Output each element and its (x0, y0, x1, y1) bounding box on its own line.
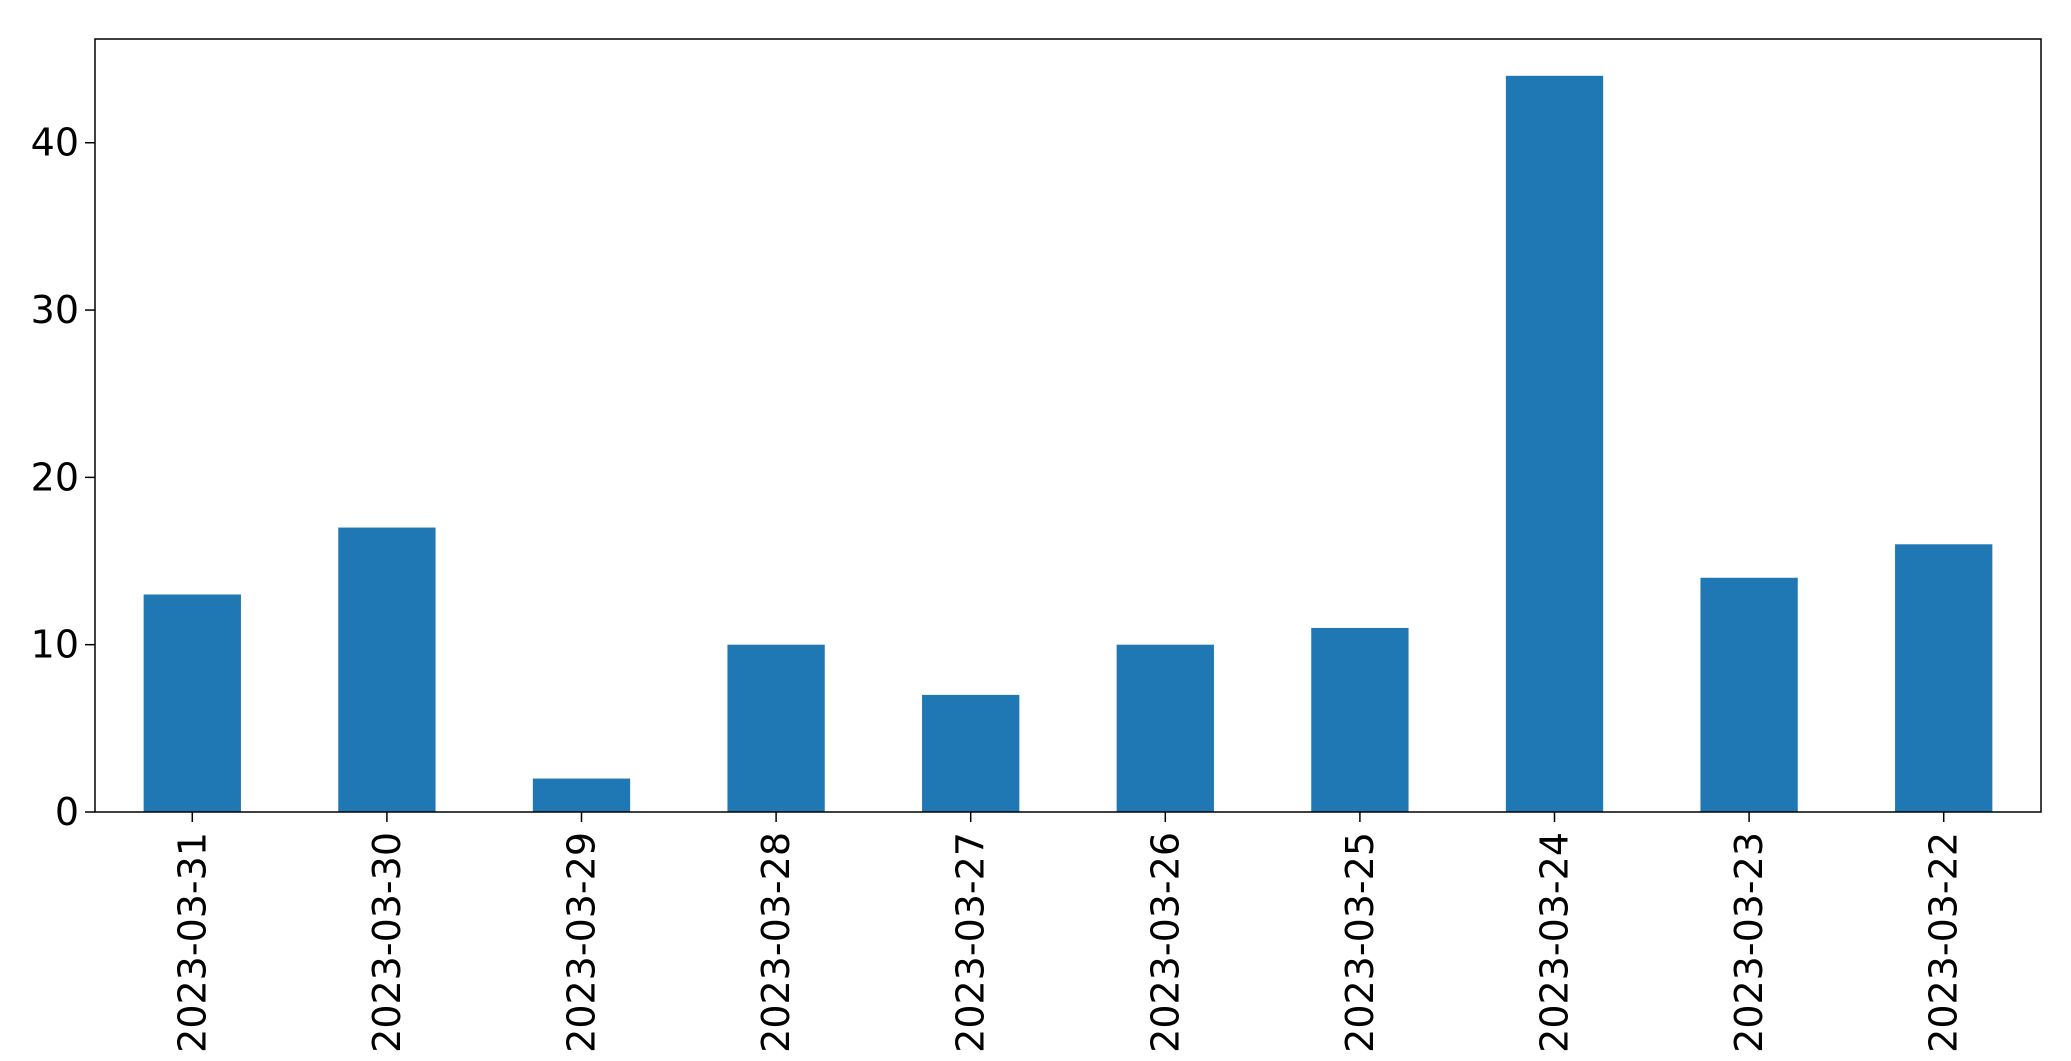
bar-2023-03-27 (922, 694, 1020, 812)
bar-series (143, 75, 1993, 813)
bar-2023-03-29 (532, 778, 631, 812)
y-tick-label: 0 (55, 790, 79, 834)
y-tick-label: 30 (31, 288, 79, 332)
x-tick-label: 2023-03-23 (1727, 832, 1771, 1053)
bar-2023-03-23 (1700, 577, 1798, 812)
bar-2023-03-25 (1311, 627, 1409, 812)
plot-area-frame (94, 38, 2042, 813)
y-axis: 0 10 20 30 40 (31, 121, 95, 834)
y-tick-label: 20 (31, 455, 79, 499)
x-tick-label: 2023-03-30 (365, 832, 409, 1053)
bar-2023-03-26 (1116, 644, 1214, 812)
x-tick-label: 2023-03-29 (560, 832, 604, 1053)
x-tick-label: 2023-03-26 (1143, 832, 1187, 1053)
y-tick-label: 40 (31, 121, 79, 165)
y-tick-label: 10 (31, 623, 79, 667)
x-tick-label: 2023-03-22 (1922, 832, 1966, 1053)
bar-2023-03-30 (338, 527, 436, 812)
x-axis: 2023-03-31 2023-03-30 2023-03-29 2023-03-28… (170, 812, 1966, 1053)
bar-2023-03-24 (1505, 75, 1604, 813)
x-tick-label: 2023-03-31 (170, 832, 214, 1053)
x-tick-label: 2023-03-25 (1338, 832, 1382, 1053)
bar-2023-03-31 (143, 594, 241, 812)
bar-2023-03-22 (1895, 544, 1993, 812)
x-tick-label: 2023-03-27 (949, 832, 993, 1053)
x-tick-label: 2023-03-24 (1533, 832, 1577, 1053)
x-tick-label: 2023-03-28 (754, 832, 798, 1053)
bar-2023-03-28 (727, 644, 825, 812)
